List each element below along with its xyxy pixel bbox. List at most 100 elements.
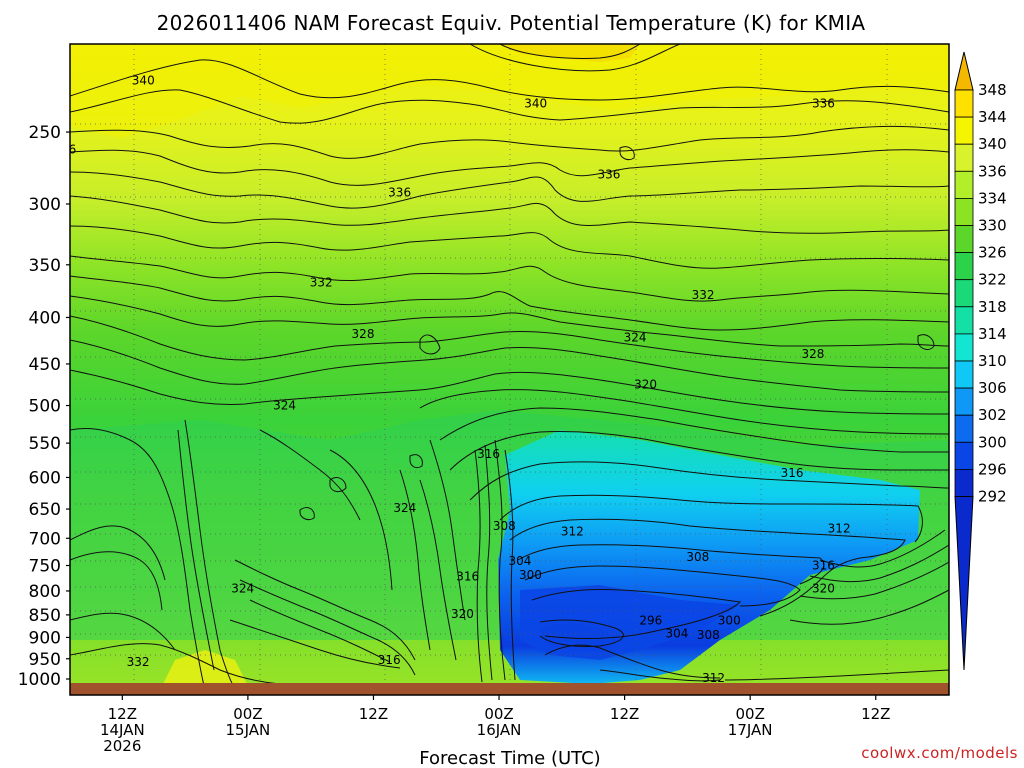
contour-labels: 340 340 336 336 336 336 332 332 328 328 324 320 324 3… — [0, 74, 851, 685]
contour-label: 308 — [493, 519, 516, 533]
y-tick-label: 550 — [29, 434, 61, 454]
y-tick-label: 350 — [29, 256, 61, 276]
contour-label: 324 — [231, 581, 254, 595]
contour-label: 332 — [692, 288, 715, 302]
contour-lines — [70, 44, 949, 691]
contour-label: 328 — [352, 327, 375, 341]
x-tick-label: 00Z — [484, 705, 513, 723]
colorbar-segment — [954, 143, 974, 172]
contour-label: 340 — [524, 96, 547, 110]
colorbar-segment — [954, 279, 974, 308]
contour-label: 296 — [639, 613, 662, 627]
contour-label: 320 — [812, 581, 835, 595]
low-left-yellow-region — [160, 650, 250, 690]
colorbar-label: 310 — [978, 352, 1007, 370]
colorbar-segment — [954, 441, 974, 470]
colorbar-segment — [954, 414, 974, 443]
contour-label: 332 — [310, 276, 333, 290]
cold-core-region-2 — [520, 585, 740, 660]
contour-label: 312 — [828, 522, 851, 536]
colorbar-label: 326 — [978, 244, 1007, 262]
x-tick-label: 17JAN — [728, 721, 773, 739]
colorbar-label: 336 — [978, 162, 1007, 180]
colorbar-segment — [954, 116, 974, 145]
x-tick-label: 00Z — [233, 705, 262, 723]
colorbar-segment — [954, 387, 974, 416]
colorbar-label: 296 — [978, 460, 1007, 478]
contour-label: 336 — [597, 167, 620, 181]
y-tick-label: 400 — [29, 308, 61, 328]
colorbar-label: 306 — [978, 379, 1007, 397]
y-tick-label: 450 — [29, 355, 61, 375]
contour-label: 324 — [393, 501, 416, 515]
contour-label: 340 — [132, 74, 155, 88]
x-tick-label: 12Z — [861, 705, 890, 723]
colorbar: 348 344 340 336 334 330 326 322 318 314 310 306 302 3… — [954, 51, 1007, 671]
colorbar-label: 334 — [978, 189, 1007, 207]
watermark: coolwx.com/models — [861, 744, 1018, 762]
colorbar-label: 300 — [978, 433, 1007, 451]
y-tick-label: 700 — [29, 529, 61, 549]
contour-label: 308 — [686, 550, 709, 564]
colorbar-label: 314 — [978, 325, 1007, 343]
ground-bar — [70, 683, 949, 695]
x-tick-label: 2026 — [103, 737, 141, 755]
y-tick-label: 600 — [29, 468, 61, 488]
contour-label: 300 — [718, 613, 741, 627]
y-tick-label: 900 — [29, 628, 61, 648]
y-tick-label: 850 — [29, 606, 61, 626]
contour-label-bg — [0, 529, 25, 542]
x-tick-label: 16JAN — [477, 721, 522, 739]
x-axis-title: Forecast Time (UTC) — [419, 748, 600, 768]
colorbar-segment — [954, 468, 974, 497]
x-tick-label: 12Z — [610, 705, 639, 723]
y-tick-label: 750 — [29, 556, 61, 576]
plot-frame — [69, 43, 950, 696]
contour-label: 336 — [812, 96, 835, 110]
contour-label: 312 — [561, 525, 584, 539]
contour-label: 320 — [634, 377, 657, 391]
colorbar-top-arrow — [954, 51, 974, 91]
y-tick-label: 500 — [29, 397, 61, 417]
chart-title: 2026011406 NAM Forecast Equiv. Potential… — [157, 11, 866, 35]
contour-label: 336 — [388, 185, 411, 199]
contour-label: 320 — [1, 529, 24, 543]
upper-yellow-region — [70, 44, 949, 138]
contour-label: 304 — [665, 626, 688, 640]
x-tick-label: 00Z — [735, 705, 764, 723]
colorbar-label: 340 — [978, 135, 1007, 153]
x-tick-label: 12Z — [108, 705, 137, 723]
colorbar-label: 318 — [978, 298, 1007, 316]
contour-label: 316 — [781, 466, 804, 480]
colorbar-label: 330 — [978, 217, 1007, 235]
colorbar-segment — [954, 252, 974, 281]
colorbar-segment — [954, 89, 974, 118]
colorbar-segment — [954, 360, 974, 389]
contour-label: 316 — [456, 569, 479, 583]
contour-label: 300 — [519, 568, 542, 582]
contour-label: 316 — [477, 447, 500, 461]
colorbar-segment — [954, 306, 974, 335]
y-tick-label: 950 — [29, 650, 61, 670]
colorbar-segment — [954, 333, 974, 362]
contour-label: 320 — [451, 607, 474, 621]
plot-area: 340 340 336 336 336 336 332 332 328 328 324 320 324 3… — [0, 44, 949, 695]
contour-label: 328 — [802, 347, 825, 361]
contour-label: 304 — [509, 554, 532, 568]
contour-label: 336 — [53, 143, 76, 157]
x-tick-label: 12Z — [359, 705, 388, 723]
colorbar-segment — [954, 225, 974, 254]
colorbar-segment — [954, 197, 974, 226]
contour-label: 312 — [702, 671, 725, 685]
colorbar-label: 322 — [978, 271, 1007, 289]
contour-label: 332 — [127, 655, 150, 669]
y-tick-label: 1000 — [18, 670, 61, 690]
colorbar-segment — [954, 170, 974, 199]
colorbar-bottom-arrow — [954, 496, 974, 671]
contour-label: 316 — [812, 559, 835, 573]
y-tick-label: 650 — [29, 500, 61, 520]
y-tick-label: 250 — [29, 123, 61, 143]
contour-label: 316 — [378, 653, 401, 667]
colorbar-label: 292 — [978, 488, 1007, 506]
y-axis: 2503003504004505005506006507007508008509… — [18, 123, 70, 690]
